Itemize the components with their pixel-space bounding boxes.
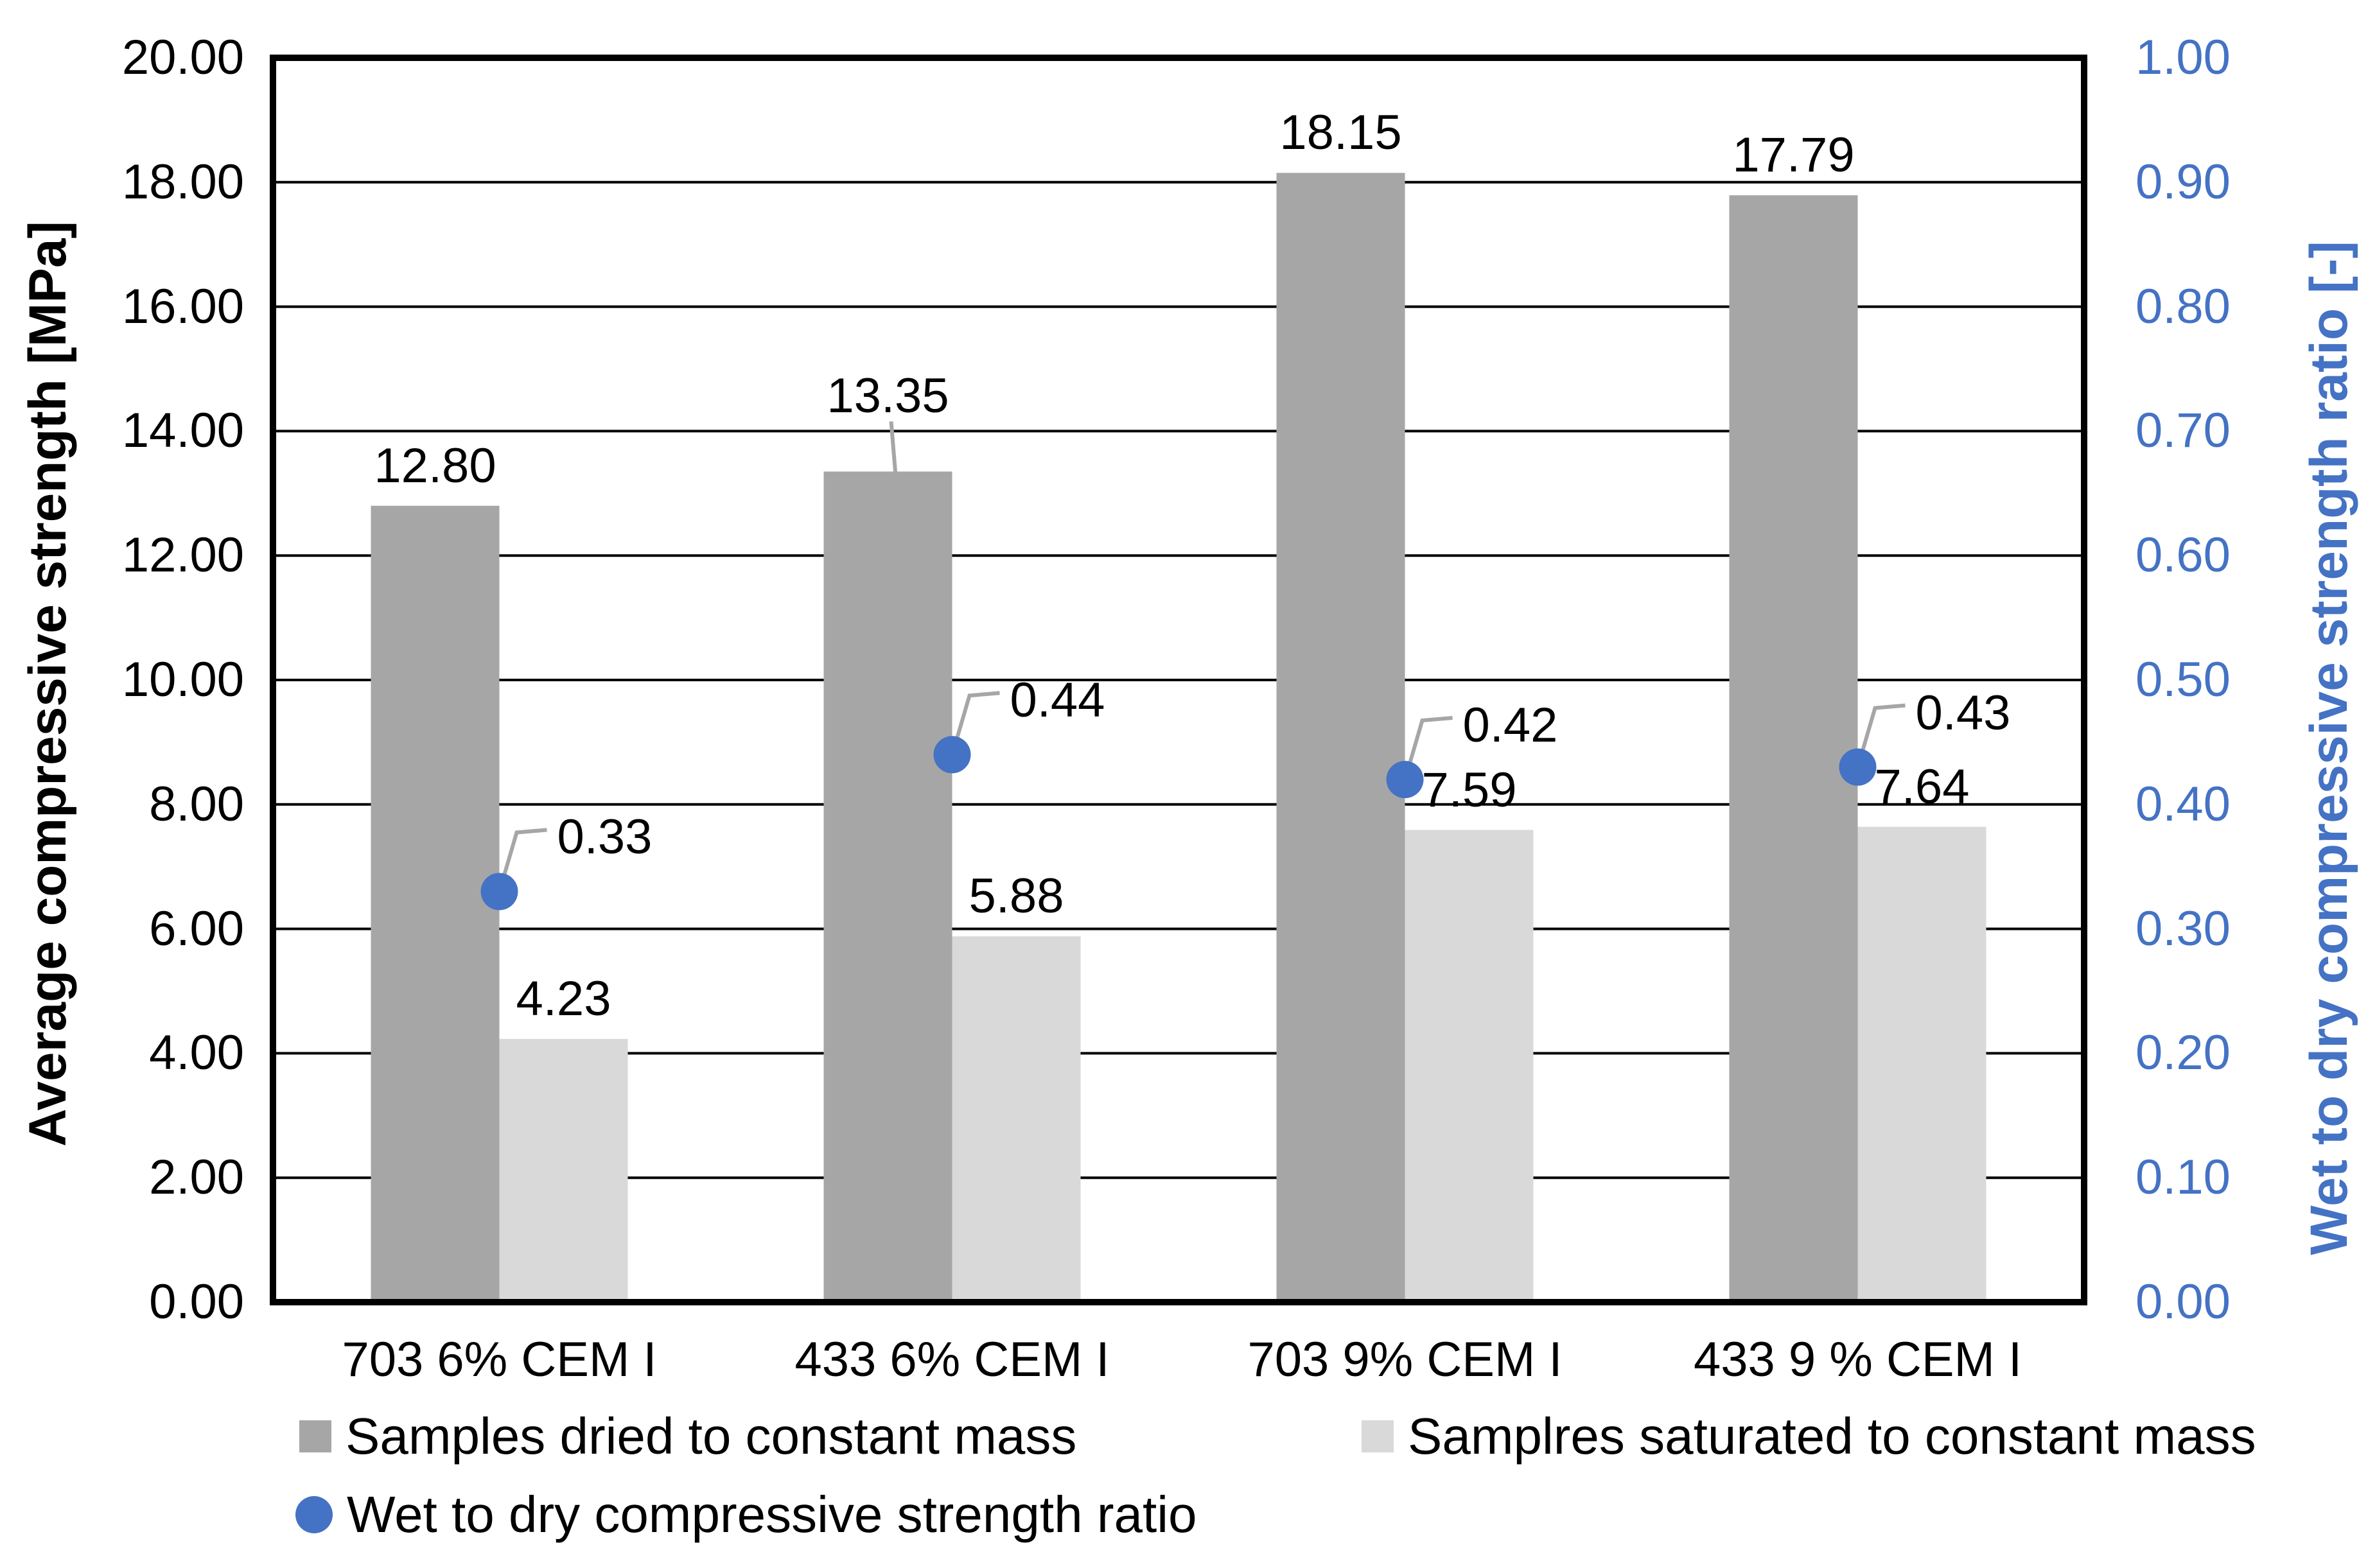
saturated-series-swatch-icon [1362, 1420, 1394, 1452]
plot-border [270, 55, 2087, 1305]
right-axis-tick-label: 0.40 [2135, 776, 2231, 832]
right-axis-tick-label: 0.50 [2135, 652, 2231, 707]
category-label-0: 703 6% CEM I [342, 1332, 657, 1387]
bar-dried-2 [1276, 173, 1405, 1302]
bar-label-saturated-1: 5.88 [969, 869, 1064, 924]
label-leader-line [1859, 703, 1906, 755]
left-axis-tick-label: 0.00 [149, 1275, 244, 1329]
left-axis-tick-label: 20.00 [121, 30, 244, 85]
label-leader-line [501, 828, 547, 880]
left-axis-tick-label: 4.00 [149, 1025, 244, 1081]
right-axis-tick-label: 0.70 [2135, 403, 2231, 458]
dot-label-ratio-3: 0.43 [1915, 685, 2011, 740]
ratio-dot-3 [1839, 748, 1877, 786]
right-axis-tick-label: 0.60 [2135, 528, 2231, 583]
legend-label-ratio: Wet to dry compressive strength ratio [347, 1486, 1197, 1543]
bar-label-dried-1: 13.35 [827, 369, 949, 424]
legend-label-saturated: Samplres saturated to constant mass [1408, 1407, 2256, 1465]
bar-dried-0 [371, 505, 500, 1303]
right-axis-tick-label: 0.30 [2135, 901, 2231, 956]
bar-label-dried-3: 17.79 [1732, 128, 1855, 183]
left-axis-tick-label: 2.00 [149, 1150, 244, 1205]
bar-saturated-0 [499, 1039, 628, 1302]
right-axis-tick-label: 0.80 [2135, 279, 2231, 334]
bar-label-saturated-3: 7.64 [1874, 759, 1970, 814]
bar-label-dried-2: 18.15 [1279, 105, 1402, 161]
bar-label-saturated-2: 7.59 [1421, 762, 1517, 817]
ratio-dot-2 [1386, 761, 1424, 799]
right-axis-tick-label: 0.10 [2135, 1150, 2231, 1205]
left-axis-tick-label: 8.00 [149, 776, 244, 832]
right-axis-title: Wet to dry compressive strength ratio [-… [2300, 241, 2358, 1255]
dot-label-ratio-0: 0.33 [557, 810, 653, 865]
legend-item-ratio: Wet to dry compressive strength ratio [295, 1486, 1197, 1543]
left-axis-tick-label: 6.00 [149, 901, 244, 956]
right-axis-tick-label: 1.00 [2135, 30, 2231, 85]
label-leader-line [954, 691, 1000, 743]
label-leader-line [889, 421, 898, 476]
left-axis-tick-label: 10.00 [121, 652, 244, 707]
left-axis-tick-label: 18.00 [121, 154, 244, 209]
right-axis-tick-label: 0.20 [2135, 1025, 2231, 1081]
category-label-3: 433 9 % CEM I [1693, 1332, 2022, 1387]
ratio-dot-0 [480, 873, 518, 910]
left-axis-tick-label: 12.00 [121, 528, 244, 583]
left-axis-title: Average compressive strength [MPa] [19, 221, 77, 1147]
category-label-1: 433 6% CEM I [794, 1332, 1110, 1387]
right-axis-tick-label: 0.00 [2135, 1275, 2231, 1329]
category-label-2: 703 9% CEM I [1247, 1332, 1563, 1387]
bar-saturated-2 [1405, 830, 1534, 1302]
bar-saturated-3 [1857, 826, 1986, 1302]
bar-dried-3 [1729, 195, 1858, 1303]
dot-label-ratio-2: 0.42 [1462, 698, 1558, 753]
left-axis-tick-label: 16.00 [121, 279, 244, 334]
dried-series-swatch-icon [299, 1420, 331, 1452]
left-axis-tick-label: 14.00 [121, 403, 244, 458]
bar-dried-1 [823, 471, 952, 1302]
legend-item-dried: Samples dried to constant mass [299, 1407, 1077, 1465]
ratio-dot-1 [933, 736, 971, 774]
dot-label-ratio-1: 0.44 [1010, 673, 1105, 728]
ratio-series-marker-icon [295, 1496, 333, 1533]
bar-label-saturated-0: 4.23 [516, 971, 611, 1027]
bar-label-dried-0: 12.80 [374, 438, 496, 493]
legend-item-saturated: Samplres saturated to constant mass [1362, 1407, 2256, 1465]
label-leader-line [1407, 716, 1453, 767]
legend-label-dried: Samples dried to constant mass [346, 1407, 1077, 1465]
bar-saturated-1 [952, 936, 1081, 1302]
right-axis-tick-label: 0.90 [2135, 154, 2231, 209]
